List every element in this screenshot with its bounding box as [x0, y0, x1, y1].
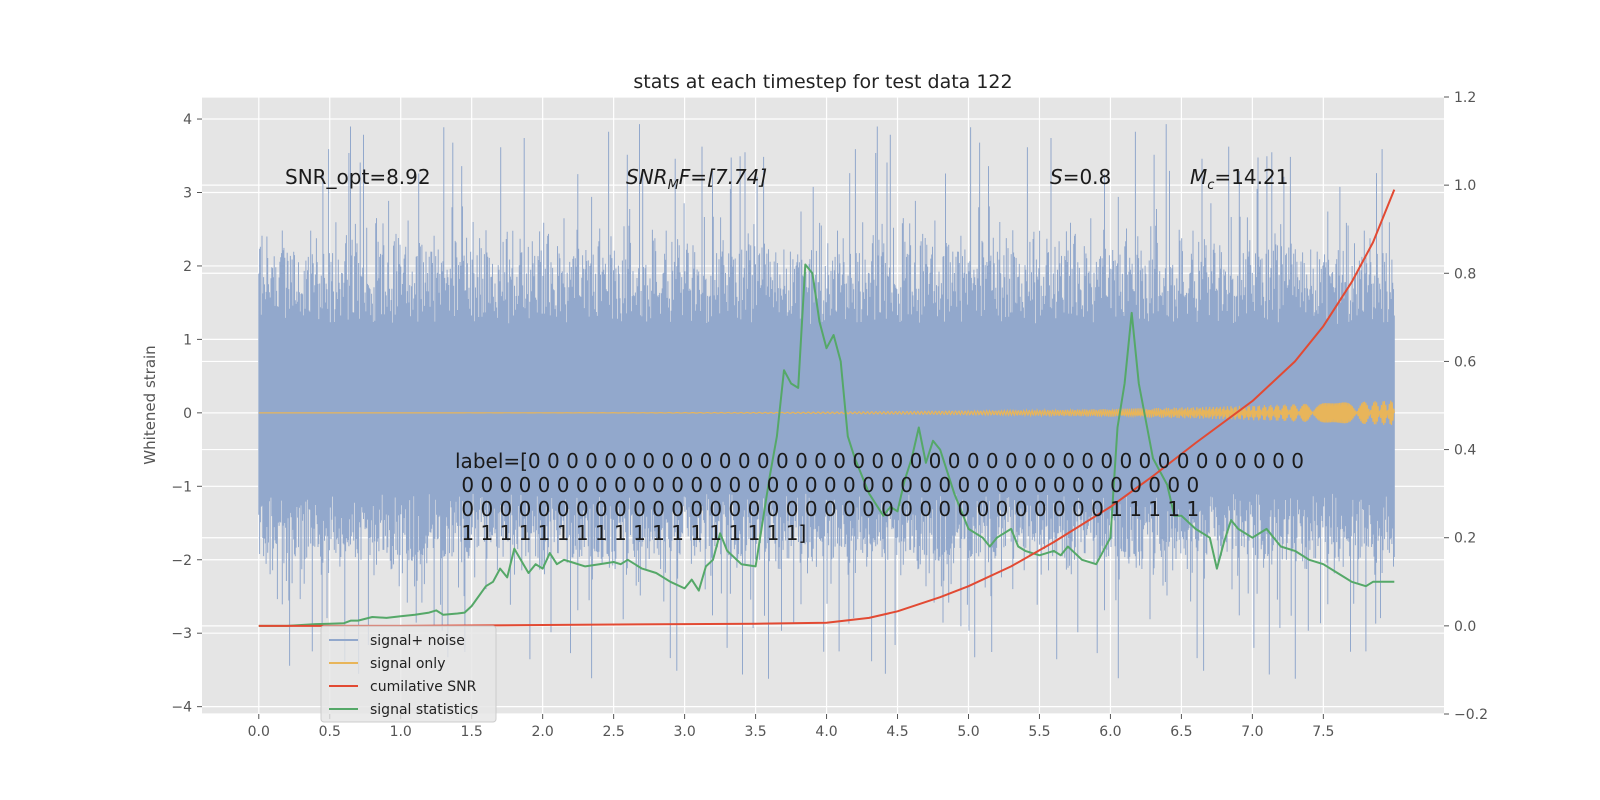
right-axis-series — [258, 189, 1396, 627]
y-tick-label: −2 — [171, 553, 192, 569]
legend-label-signal-noise: signal+ noise — [370, 633, 465, 649]
legend-label-cumulative-snr: cumilative SNR — [370, 679, 477, 695]
y-tick-label: 3 — [183, 185, 192, 201]
y-tick-label: 4 — [183, 112, 192, 128]
annotation-snr-mf: SNRMF=[7.74] — [626, 165, 767, 193]
annotation-mc-value: =14.21 — [1214, 165, 1288, 189]
y-tick-label: 1 — [183, 332, 192, 348]
label-line-2: 0 0 0 0 0 0 0 0 0 0 0 0 0 0 0 0 0 0 0 0 … — [455, 473, 1199, 497]
y-tick-label: 0 — [183, 406, 192, 422]
y2-tick-label: 0.4 — [1454, 443, 1476, 459]
x-tick-label: 0.0 — [248, 724, 270, 740]
x-tick-label: 6.0 — [1099, 724, 1121, 740]
annotation-mc-symbol: M — [1190, 165, 1207, 189]
annotation-s-symbol: S — [1050, 165, 1063, 189]
x-tick-label: 7.0 — [1241, 724, 1263, 740]
y-tick-label: −1 — [171, 479, 192, 495]
series-signal-only — [258, 400, 1395, 425]
annotation-snr-opt: SNR_opt=8.92 — [285, 165, 431, 189]
x-tick-label: 1.0 — [390, 724, 412, 740]
legend-label-signal-only: signal only — [370, 656, 445, 672]
signal-only-trace — [258, 400, 1395, 425]
annotation-mc: Mc=14.21 — [1190, 165, 1288, 193]
y-tick-label: −3 — [171, 626, 192, 642]
x-tick-label: 4.0 — [815, 724, 837, 740]
annotation-s: S=0.8 — [1050, 165, 1111, 189]
y2-tick-label: −0.2 — [1454, 707, 1488, 723]
annotation-mc-sub: c — [1207, 178, 1214, 193]
x-tick-label: 2.0 — [532, 724, 554, 740]
chart-title: stats at each timestep for test data 122 — [633, 71, 1012, 93]
annotation-s-value: =0.8 — [1063, 165, 1112, 189]
signal-statistics-line — [258, 263, 1395, 627]
x-tick-label: 3.5 — [744, 724, 766, 740]
y-axis-label: Whitened strain — [141, 345, 159, 464]
x-tick-label: 6.5 — [1170, 724, 1192, 740]
y2-tick-label: 0.8 — [1454, 266, 1476, 282]
y2-tick-label: 0.6 — [1454, 354, 1476, 370]
y2-tick-label: 1.2 — [1454, 90, 1476, 106]
y-tick-label: 2 — [183, 259, 192, 275]
x-tick-label: 5.5 — [1028, 724, 1050, 740]
label-line-1: label=[0 0 0 0 0 0 0 0 0 0 0 0 0 0 0 0 0… — [455, 449, 1304, 473]
x-tick-label: 0.5 — [319, 724, 341, 740]
x-tick-label: 3.0 — [673, 724, 695, 740]
legend-label-signal-statistics: signal statistics — [370, 702, 478, 718]
annotation-snr-mf-main: SNR — [626, 165, 668, 189]
annotation-snr-mf-rest: F=[7.74] — [679, 165, 767, 189]
y2-tick-label: 1.0 — [1454, 178, 1476, 194]
noise-trace — [258, 124, 1395, 679]
x-tick-label: 1.5 — [461, 724, 483, 740]
x-tick-label: 7.5 — [1312, 724, 1334, 740]
legend: signal+ noise signal only cumilative SNR… — [320, 625, 497, 723]
y2-tick-label: 0.2 — [1454, 531, 1476, 547]
axes: 0.0 0.5 1.0 1.5 2.0 2.5 3.0 3.5 4.0 4.5 5.0 5.5 6.0 6… — [171, 90, 1488, 740]
series-signal-plus-noise — [258, 124, 1395, 679]
y-tick-label: −4 — [171, 700, 192, 716]
x-tick-label: 4.5 — [886, 724, 908, 740]
label-line-4: 1 1 1 1 1 1 1 1 1 1 1 1 1 1 1 1 1 1] — [455, 521, 806, 545]
x-tick-label: 5.0 — [957, 724, 979, 740]
x-tick-label: 2.5 — [603, 724, 625, 740]
label-annotation: label=[0 0 0 0 0 0 0 0 0 0 0 0 0 0 0 0 0… — [455, 449, 1304, 545]
cumulative-snr-line — [258, 189, 1396, 627]
y2-tick-label: 0.0 — [1454, 619, 1476, 635]
legend-box — [320, 625, 497, 723]
label-line-3: 0 0 0 0 0 0 0 0 0 0 0 0 0 0 0 0 0 0 0 0 … — [455, 497, 1199, 521]
annotation-snr-mf-sub: M — [668, 178, 679, 193]
